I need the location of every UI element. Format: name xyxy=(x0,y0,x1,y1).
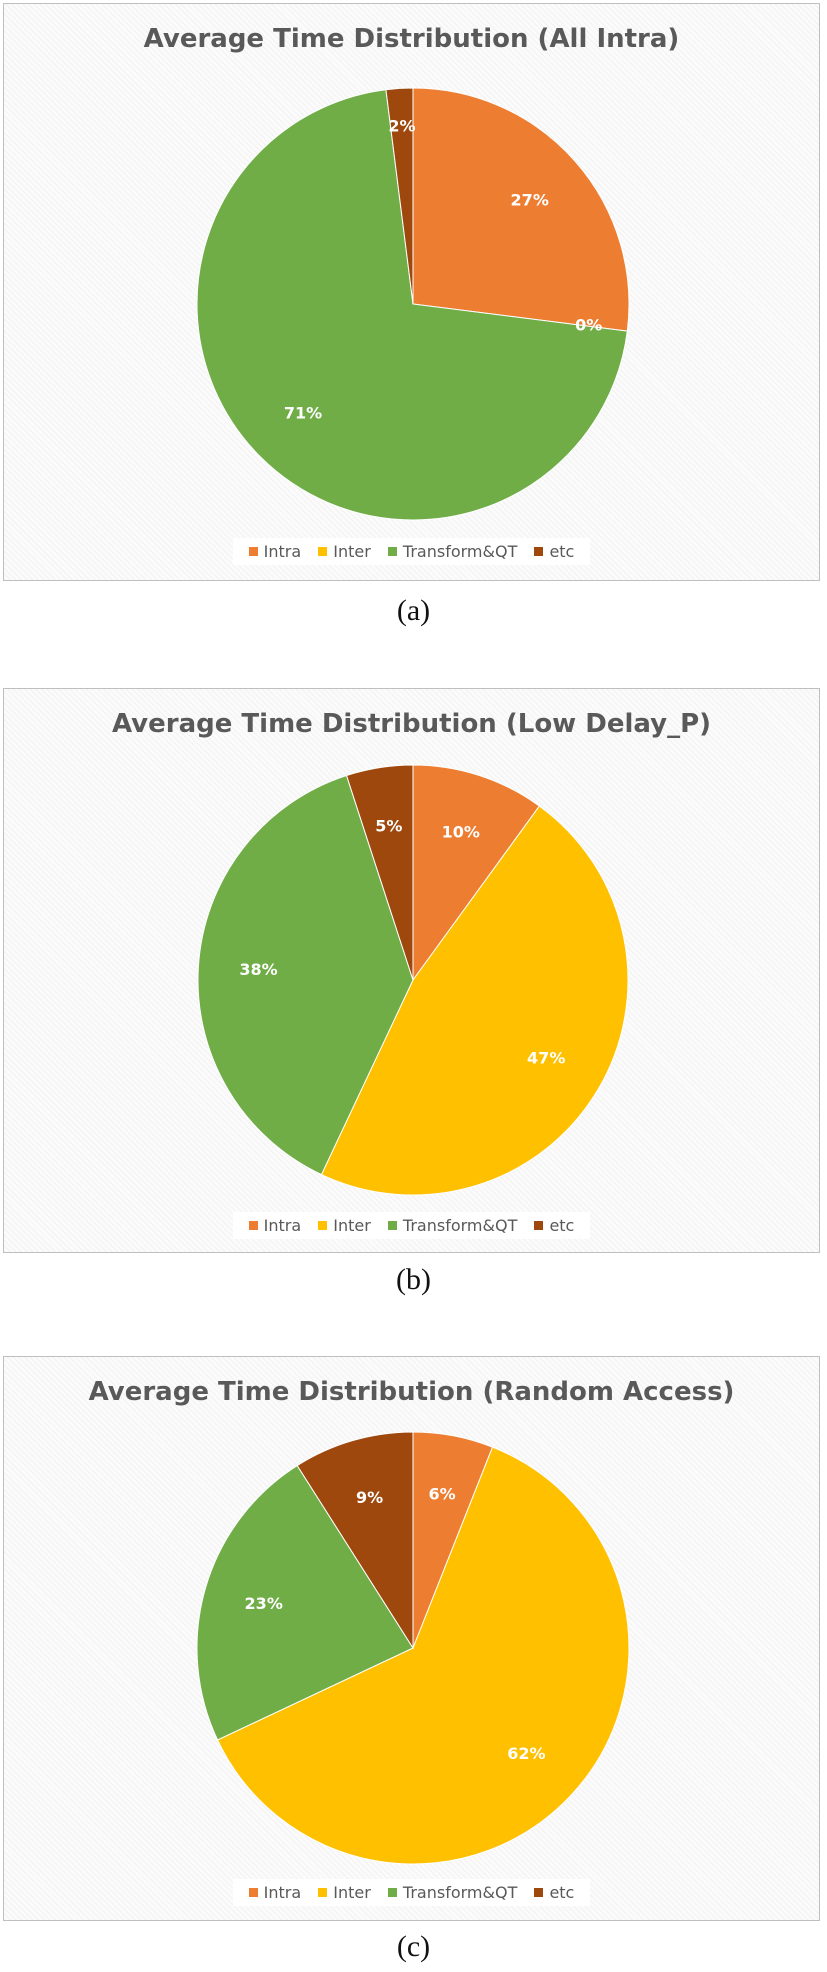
legend-label: Intra xyxy=(263,1883,302,1902)
pie-slice-etc xyxy=(345,764,414,981)
data-label-etc: 9% xyxy=(356,1488,383,1507)
pie-slice-intra xyxy=(412,87,630,332)
figure-caption-a: (a) xyxy=(396,594,431,627)
chart-legend: Intra Inter Transform&QT etc xyxy=(4,538,819,565)
legend-label: Transform&QT xyxy=(402,542,518,561)
pie-chart: 10% 47% 38% 5% xyxy=(197,764,629,1196)
legend-swatch xyxy=(534,1221,544,1230)
chart-panel-low-delay-p: Average Time Distribution (Low Delay_P) … xyxy=(3,688,820,1253)
legend-item-etc: etc xyxy=(534,1216,574,1235)
legend-label: etc xyxy=(549,1216,575,1235)
pie-slice-intra xyxy=(412,764,541,982)
legend-item-etc: etc xyxy=(534,1883,574,1902)
legend-item-inter: Inter xyxy=(318,542,371,561)
legend-item-transform: Transform&QT xyxy=(387,1883,518,1902)
pie-slice-inter xyxy=(320,805,629,1196)
pie-slice-transform-qt xyxy=(196,89,628,521)
legend-swatch xyxy=(534,1888,544,1897)
chart-legend: Intra Inter Transform&QT etc xyxy=(4,1879,819,1906)
legend-swatch xyxy=(387,1888,397,1897)
data-label-transform-qt: 38% xyxy=(239,960,277,979)
pie-chart: 27% 0% 71% 2% xyxy=(196,87,630,521)
legend-swatch xyxy=(318,1221,328,1230)
figure-caption-b: (b) xyxy=(396,1263,431,1296)
data-label-inter: 62% xyxy=(507,1744,545,1763)
chart-panel-all-intra: Average Time Distribution (All Intra) 27… xyxy=(3,3,820,581)
data-label-inter: 0% xyxy=(575,316,602,335)
legend-label: Inter xyxy=(333,1883,371,1902)
legend-item-inter: Inter xyxy=(318,1883,371,1902)
legend-swatch xyxy=(387,547,397,556)
legend-item-transform: Transform&QT xyxy=(387,542,518,561)
legend-label: Intra xyxy=(263,542,302,561)
legend-label: Transform&QT xyxy=(402,1216,518,1235)
figure-caption-c: (c) xyxy=(396,1930,431,1963)
legend-label: Inter xyxy=(333,542,371,561)
data-label-intra: 10% xyxy=(442,822,480,841)
legend-label: Transform&QT xyxy=(402,1883,518,1902)
data-label-inter: 47% xyxy=(527,1048,565,1067)
data-label-etc: 2% xyxy=(388,117,415,136)
legend-label: Inter xyxy=(333,1216,371,1235)
legend-swatch xyxy=(318,1888,328,1897)
chart-title: Average Time Distribution (Random Access… xyxy=(88,1377,735,1407)
data-label-intra: 27% xyxy=(511,191,549,210)
data-label-transform-qt: 71% xyxy=(284,404,322,423)
legend-swatch xyxy=(387,1221,397,1230)
legend-swatch xyxy=(318,547,328,556)
pie-slice-etc xyxy=(385,87,414,305)
legend-item-intra: Intra xyxy=(248,1216,302,1235)
pie-chart: 6% 62% 23% 9% xyxy=(196,1431,630,1865)
legend-label: etc xyxy=(549,542,575,561)
pie-slice-transform-qt xyxy=(197,774,414,1176)
chart-title: Average Time Distribution (All Intra) xyxy=(143,24,680,54)
legend-item-transform: Transform&QT xyxy=(387,1216,518,1235)
chart-legend: Intra Inter Transform&QT etc xyxy=(4,1212,819,1239)
legend-item-intra: Intra xyxy=(248,542,302,561)
legend-label: Intra xyxy=(263,1216,302,1235)
data-label-etc: 5% xyxy=(375,817,402,836)
legend-swatch xyxy=(248,547,258,556)
pie-slice-etc xyxy=(296,1431,414,1650)
data-label-intra: 6% xyxy=(429,1485,456,1504)
pie-slice-inter xyxy=(216,1446,630,1865)
legend-item-inter: Inter xyxy=(318,1216,371,1235)
pie-slice-transform-qt xyxy=(196,1464,414,1741)
legend-swatch xyxy=(534,547,544,556)
legend-swatch xyxy=(248,1888,258,1897)
legend-swatch xyxy=(248,1221,258,1230)
legend-item-intra: Intra xyxy=(248,1883,302,1902)
chart-title: Average Time Distribution (Low Delay_P) xyxy=(111,709,712,739)
legend-item-etc: etc xyxy=(534,542,574,561)
chart-panel-random-access: Average Time Distribution (Random Access… xyxy=(3,1356,820,1921)
legend-label: etc xyxy=(549,1883,575,1902)
data-label-transform-qt: 23% xyxy=(245,1594,283,1613)
